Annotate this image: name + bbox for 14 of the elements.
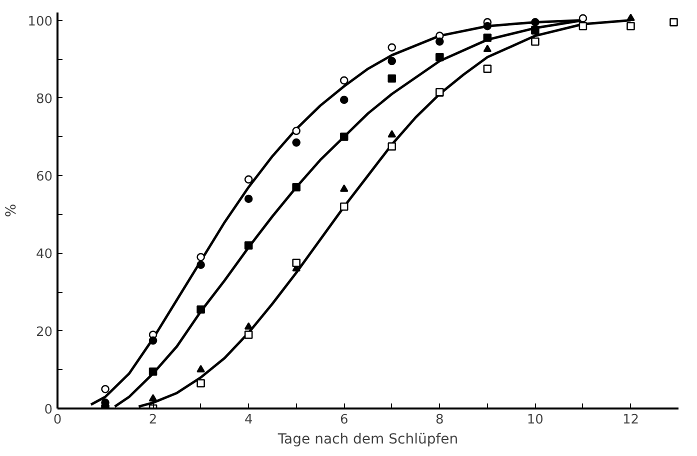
y-tick-label: 40 [36,247,53,262]
x-tick-label: 4 [244,412,253,428]
x-tick-label: 6 [340,412,348,428]
x-tick-label: 8 [436,412,444,428]
x-tick-label: 2 [148,412,158,428]
x-axis-title: Tage nach dem Schlüpfen [276,432,458,448]
y-tick-label: 20 [36,324,53,340]
y-tick-label: 0 [44,402,53,418]
x-tick-label: 10 [526,412,544,428]
y-axis-title: % [4,204,20,218]
y-tick-label: 80 [36,92,53,107]
y-tick-label: 60 [36,170,53,185]
x-tick-label: 12 [622,412,640,428]
y-tick-label: 100 [28,14,53,30]
